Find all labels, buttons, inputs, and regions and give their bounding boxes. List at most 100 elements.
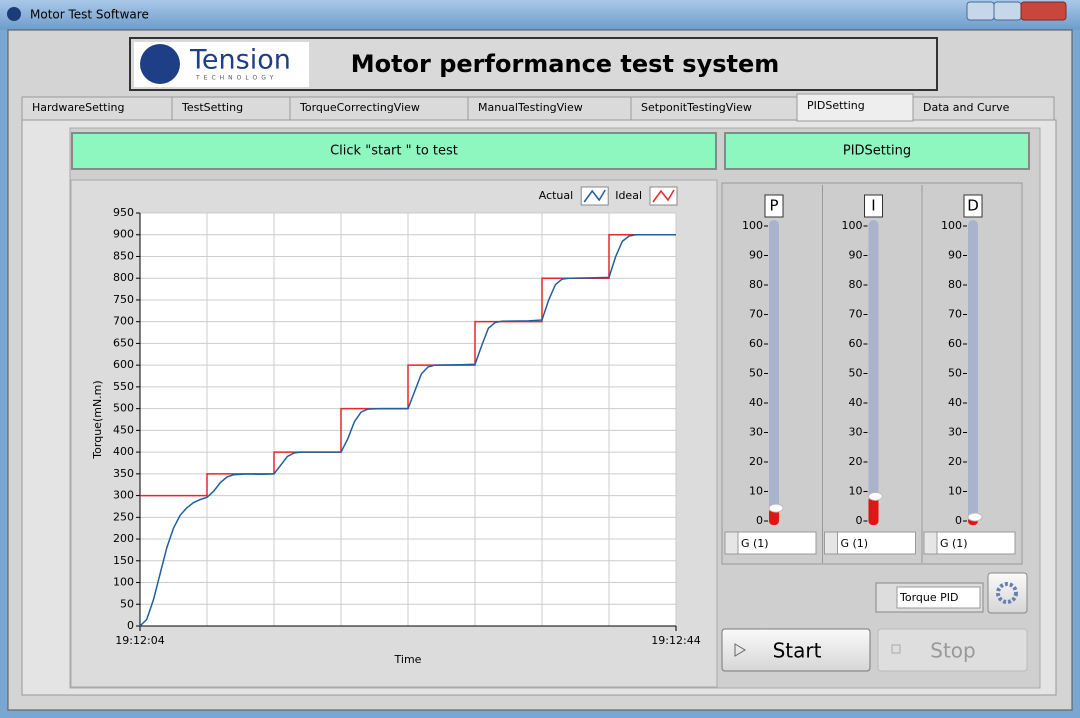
gauge-selector[interactable] <box>824 531 839 555</box>
logo-subtext: TECHNOLOGY <box>195 75 277 82</box>
gauge-tick-label: 60 <box>948 337 962 350</box>
gauge-label: D <box>967 197 979 215</box>
gauge-selector-field[interactable] <box>737 531 817 555</box>
gauge-tick-label: 50 <box>749 367 763 380</box>
series-line <box>139 233 676 627</box>
y-tick-label: 650 <box>113 336 134 349</box>
legend-label: Actual <box>539 189 573 202</box>
tab-label[interactable]: SetponitTestingView <box>641 101 752 114</box>
gauge-tick-label: 60 <box>749 337 763 350</box>
gauge-selector[interactable] <box>923 531 939 555</box>
gauge-tick-label: 10 <box>749 485 763 498</box>
mode-text: Torque PID <box>899 591 958 604</box>
tab[interactable] <box>912 96 1055 121</box>
gauge-fill <box>868 496 879 525</box>
gauge-cap <box>768 503 784 513</box>
legend-label: Ideal <box>615 189 642 202</box>
gauge-tube <box>868 220 879 525</box>
y-tick-label: 600 <box>113 358 134 371</box>
gauge-tick-label: 40 <box>849 396 863 409</box>
y-tick-label: 250 <box>113 510 134 523</box>
y-tick-label: 0 <box>127 619 134 632</box>
gauge-tick-label: 80 <box>849 278 863 291</box>
window-title: Motor Test Software <box>30 8 149 22</box>
y-tick-label: 500 <box>113 402 134 415</box>
minimize-button[interactable] <box>966 1 995 21</box>
gauge-tick-label: 20 <box>749 455 763 468</box>
gauge-tick-label: 30 <box>849 426 863 439</box>
gauge-tick-label: 20 <box>849 455 863 468</box>
y-tick-label: 450 <box>113 423 134 436</box>
y-tick-label: 900 <box>113 228 134 241</box>
stop-icon <box>891 644 901 654</box>
y-tick-label: 750 <box>113 293 134 306</box>
app-icon <box>7 7 21 21</box>
start-label: Start <box>773 639 822 663</box>
gauge-selector-field[interactable] <box>936 531 1016 555</box>
gauge-tick-label: 0 <box>955 514 962 527</box>
y-tick-label: 100 <box>113 576 134 589</box>
y-tick-label: 700 <box>113 315 134 328</box>
gauge-tick-label: 40 <box>948 396 962 409</box>
legend-line <box>652 189 675 203</box>
gauge-tick-label: 50 <box>849 367 863 380</box>
tab-label[interactable]: TorqueCorrectingView <box>299 101 420 114</box>
gauge-tick-label: 10 <box>849 485 863 498</box>
gauge-label-box <box>864 194 883 218</box>
y-tick-label: 300 <box>113 489 134 502</box>
mode-field[interactable] <box>896 586 981 609</box>
logo-mark <box>140 44 180 84</box>
tab[interactable] <box>796 93 914 122</box>
gauge-tick-label: 50 <box>948 367 962 380</box>
gauge-tick-label: 30 <box>749 426 763 439</box>
gauge-tube <box>769 220 779 525</box>
panel-title-bar <box>724 132 1030 170</box>
tab-label[interactable]: HardwareSetting <box>32 101 125 114</box>
gauge-cap <box>868 491 883 501</box>
gauge-label-box <box>963 194 983 218</box>
gauge-tube <box>968 220 978 525</box>
status-bar <box>71 132 717 170</box>
gauge-tick-label: 80 <box>749 278 763 291</box>
gauge-tick-label: 20 <box>948 455 962 468</box>
gauge-tick-label: 90 <box>948 249 962 262</box>
gauge-cap <box>967 512 983 522</box>
settings-button[interactable] <box>987 572 1028 614</box>
y-tick-label: 150 <box>113 554 134 567</box>
start-button[interactable] <box>721 628 871 672</box>
y-tick-label: 350 <box>113 467 134 480</box>
gauge-selector-text[interactable]: G (1) <box>841 537 869 550</box>
y-tick-label: 200 <box>113 532 134 545</box>
title-bar <box>0 0 1080 30</box>
gauge-selector[interactable] <box>724 531 740 555</box>
gauge-tick-label: 90 <box>849 249 863 262</box>
legend-swatch <box>580 186 609 206</box>
gauge-label: P <box>769 197 778 215</box>
tab-label[interactable]: ManualTestingView <box>478 101 583 114</box>
gauge-selector-text[interactable]: G (1) <box>940 537 968 550</box>
gauge-tick-label: 70 <box>948 308 962 321</box>
logo-text: Tension <box>189 45 291 76</box>
x-tick-label: 19:12:44 <box>651 634 700 647</box>
y-tick-label: 550 <box>113 380 134 393</box>
gauge-tick-label: 0 <box>856 514 863 527</box>
close-button[interactable] <box>1020 1 1067 21</box>
tab-label[interactable]: TestSetting <box>181 101 243 114</box>
tab-label[interactable]: Data and Curve <box>923 101 1010 114</box>
gauge-tick-label: 100 <box>941 219 962 232</box>
gauge-selector-field[interactable] <box>837 531 916 555</box>
panel-title: PIDSetting <box>843 144 911 159</box>
tab-label[interactable]: PIDSetting <box>807 99 865 112</box>
gauge-tick-label: 100 <box>742 219 763 232</box>
gauge-selector-text[interactable]: G (1) <box>741 537 769 550</box>
gauge-label: I <box>871 197 875 215</box>
stop-button[interactable] <box>877 628 1028 672</box>
y-axis-label: Torque(mN.m) <box>91 380 104 459</box>
gauge-tick-label: 30 <box>948 426 962 439</box>
gauge-tick-label: 70 <box>749 308 763 321</box>
y-tick-label: 400 <box>113 445 134 458</box>
maximize-button[interactable] <box>993 1 1022 21</box>
gauge-tick-label: 70 <box>849 308 863 321</box>
gauge-tick-label: 60 <box>849 337 863 350</box>
gauge-label-box <box>764 194 784 218</box>
